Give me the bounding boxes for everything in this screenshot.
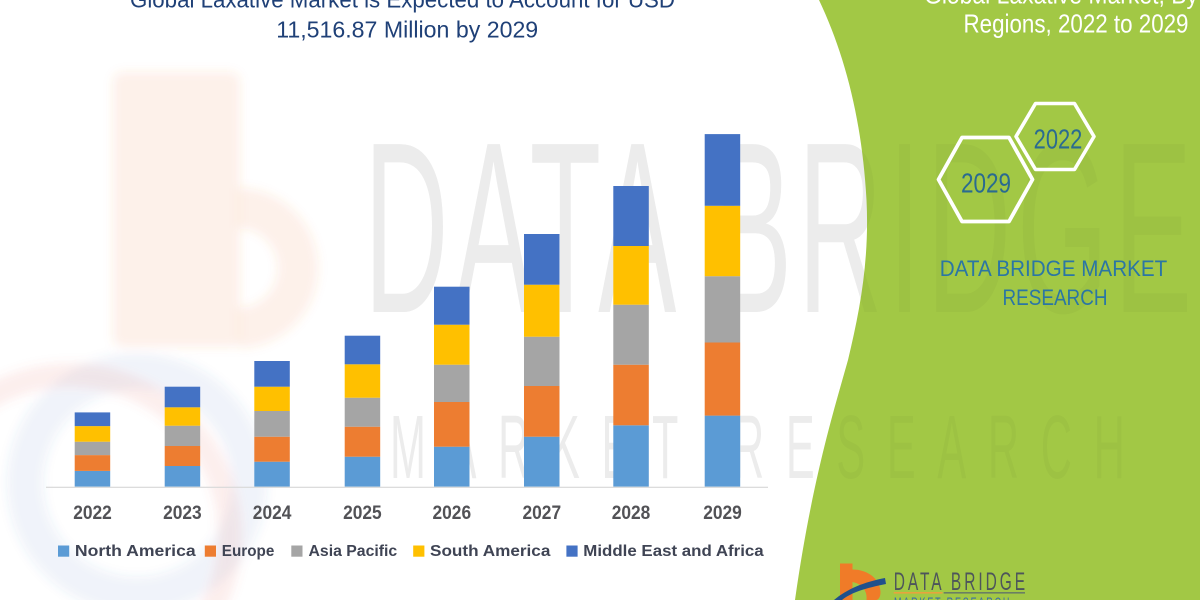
svg-text:2024: 2024 [253, 503, 292, 524]
svg-text:Global Laxative Market is Expe: Global Laxative Market is Expected to Ac… [130, 0, 675, 13]
svg-text:Middle East and Africa: Middle East and Africa [583, 543, 764, 560]
svg-text:2022: 2022 [1034, 124, 1083, 155]
svg-text:2026: 2026 [433, 503, 472, 524]
svg-text:2023: 2023 [163, 503, 202, 524]
svg-text:11,516.87 Million by 2029: 11,516.87 Million by 2029 [276, 17, 538, 43]
svg-text:MARKET RESEARCH: MARKET RESEARCH [894, 594, 1009, 600]
svg-text:DATA BRIDGE MARKET: DATA BRIDGE MARKET [940, 256, 1168, 281]
svg-text:2029: 2029 [961, 168, 1011, 199]
svg-text:Global Laxative Market, By: Global Laxative Market, By [924, 0, 1198, 10]
svg-text:North America: North America [75, 543, 196, 560]
svg-text:Europe: Europe [222, 543, 275, 560]
svg-text:2027: 2027 [523, 503, 562, 524]
svg-text:2022: 2022 [73, 503, 112, 524]
svg-text:South America: South America [430, 543, 551, 560]
svg-text:2025: 2025 [343, 503, 382, 524]
svg-text:2028: 2028 [612, 503, 651, 524]
svg-text:Asia Pacific: Asia Pacific [309, 543, 398, 560]
svg-text:2029: 2029 [703, 503, 742, 524]
svg-text:Regions, 2022 to 2029: Regions, 2022 to 2029 [964, 9, 1189, 39]
svg-text:RESEARCH: RESEARCH [1003, 285, 1108, 310]
svg-text:DATA BRIDGE: DATA BRIDGE [894, 568, 1025, 596]
